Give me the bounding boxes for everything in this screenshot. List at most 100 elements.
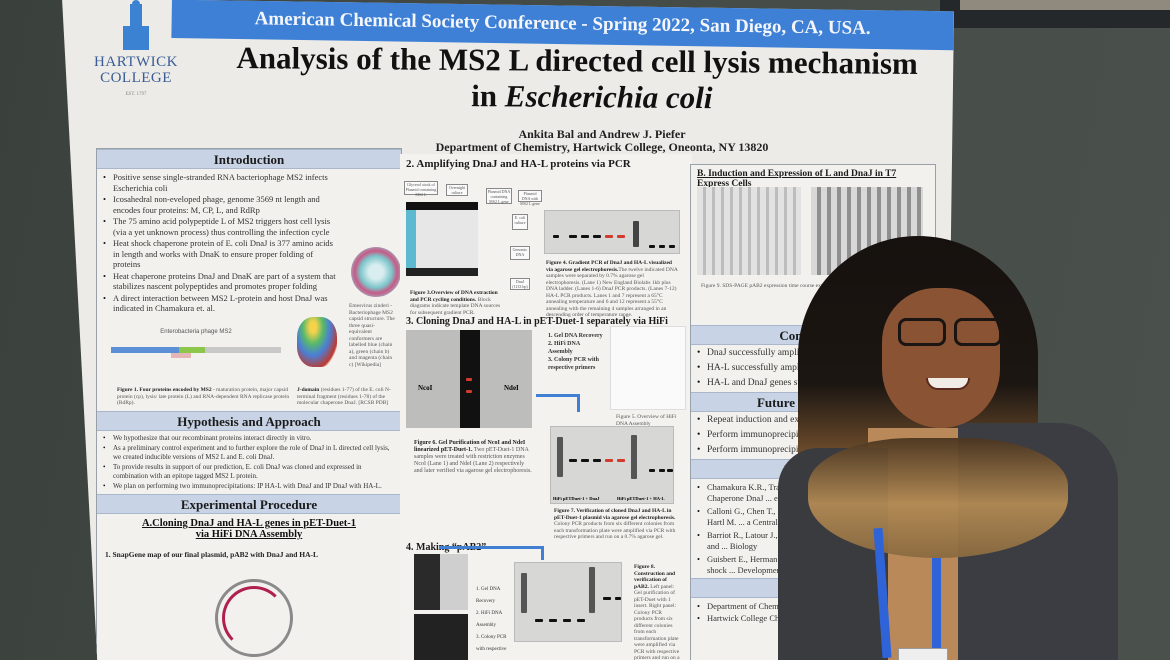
- flow-box: Glycerol stock of Plasmid containing MS2…: [404, 181, 438, 197]
- flow-box: DnaJ (1133 bp): [510, 278, 530, 290]
- author-affiliation: Department of Chemistry, Hartwick Colleg…: [435, 140, 769, 154]
- flow-box: Plasmid DNA with MS2 L gene: [518, 190, 542, 206]
- fig3-caption-text: Block diagrams indicate template DNA sou…: [410, 296, 501, 316]
- virus-capsid-image: [351, 247, 401, 297]
- hypothesis-list: We hypothesize that our recombinant prot…: [97, 431, 401, 494]
- procedure-subheading-a: A.Cloning DnaJ and HA-L genes in pET-Due…: [141, 518, 357, 540]
- column-left: Introduction Positive sense single-stran…: [96, 148, 402, 660]
- flow-arrow: [440, 546, 544, 560]
- genome-map: Enterobacteria phage MS2: [111, 329, 281, 358]
- segment-cp: [179, 347, 205, 353]
- fig9-caption: Figure 9. SDS-PAGE pAB2 expression time …: [701, 283, 842, 289]
- enzyme-ncoi: NcoI: [418, 384, 433, 392]
- fig8-right-gel: [514, 562, 622, 642]
- fig6-gel: NcoI NdeI: [406, 330, 532, 428]
- introduction-heading: Introduction: [97, 149, 401, 169]
- procedure-heading: Experimental Procedure: [97, 494, 401, 514]
- fig7-caption: Figure 7. Verification of cloned DnaJ an…: [548, 506, 688, 543]
- flow-box: Overnight culture: [446, 184, 468, 196]
- making-step: 3. Colony PCR with respective: [476, 635, 507, 652]
- fig8-left-gel-top-b: [440, 554, 468, 610]
- hypothesis-heading: Hypothesis and Approach: [97, 411, 401, 431]
- fig3-caption-bold: Figure 3.Overview of DNA extraction and …: [410, 290, 498, 303]
- thermocycler-screen: [406, 202, 478, 276]
- tower-icon: [123, 0, 149, 50]
- fig4-gel: [544, 210, 680, 254]
- cloning-heading: 3. Cloning DnaJ and HA-L in pET-Duet-1 s…: [406, 316, 668, 327]
- future-bullet: Repeat induction and expression study: [697, 415, 929, 426]
- fig8-caption: Figure 8. Construction and verification …: [628, 562, 686, 660]
- fig6-caption-text: Two pET-Duet-1 DNA samples were treated …: [414, 447, 532, 474]
- future-bullet: Perform immunoprecipitation with HA epit…: [697, 430, 929, 441]
- intro-bullet: Heat chaperone proteins DnaJ and DnaK ar…: [103, 271, 341, 292]
- hifi-step: 2. HiFi DNA Assembly: [548, 341, 580, 355]
- future-list: Repeat induction and expression study Pe…: [691, 412, 935, 459]
- intro-bullet: Heat shock chaperone protein of E. coli …: [103, 238, 341, 270]
- jdomain-caption-text: (residues 1-77) of the E. coli N-termina…: [297, 387, 391, 406]
- jdomain-caption: J-domain (residues 1-77) of the E. coli …: [291, 385, 399, 409]
- column-middle: 2. Amplifying DnaJ and HA-L proteins via…: [400, 154, 692, 660]
- jdomain-protein-image: [297, 317, 337, 367]
- ack-bullet: Hartwick College Chemistr...: [697, 613, 929, 624]
- fig1-caption-text: - maturation protein, major capsid prote…: [117, 387, 290, 406]
- hair-ends: [808, 438, 1068, 558]
- hifi-diagram: [610, 326, 686, 410]
- flow-box: Plasmid DNA containing MS2 L gene: [486, 188, 512, 204]
- making-steps: 1. Gel DNA Recovery 2. HiFi DNA Assembly…: [476, 584, 516, 656]
- hypothesis-section: Hypothesis and Approach We hypothesize t…: [97, 411, 401, 657]
- ceiling-strip: [960, 0, 1170, 10]
- making-step: 1. Gel DNA Recovery: [476, 587, 501, 604]
- logo-est: EST. 1797: [125, 92, 147, 97]
- logo-name-line2: COLLEGE: [100, 70, 172, 86]
- fig7-gel: HiFi pETDuet-1 + DnaJ HiFi pETDuet-1 + H…: [550, 426, 674, 504]
- authors-block: Ankita Bal and Andrew J. Piefer Departme…: [362, 128, 842, 154]
- segment-rdrp: [204, 347, 281, 353]
- genome-bar: [111, 347, 281, 353]
- enzyme-ndei: NdeI: [504, 384, 519, 392]
- intro-bullet: The 75 amino acid polypeptide L of MS2 t…: [103, 216, 341, 237]
- segment-lysis: [171, 353, 191, 358]
- college-logo: HARTWICK COLLEGE EST. 1797: [86, 0, 186, 97]
- fig5-caption: Figure 5. Overview of HiFi DNA Assembly: [616, 414, 677, 427]
- title-line1: Analysis of the MS2 L directed cell lysi…: [236, 40, 919, 81]
- fig4-caption: Figure 4. Gradient PCR of DnaJ and HA-L …: [540, 258, 684, 321]
- segment-maturation: [111, 347, 179, 353]
- hifi-step: 3. Colony PCR with respective primers: [548, 357, 600, 371]
- virus-caption: Emesvirus zinderi - Bacteriophage MS2 ca…: [349, 303, 395, 368]
- hypothesis-bullet: We hypothesize that our recombinant prot…: [103, 434, 395, 443]
- fig4-caption-text: The twelve indicated DNA samples were se…: [546, 266, 678, 319]
- procedure-step1: 1. SnapGene map of our final plasmid, pA…: [105, 550, 319, 559]
- fig7-caption-text: Colony PCR products from six different c…: [554, 521, 676, 540]
- fig8-caption-text: Left panel: Gel purification of pET-Duet…: [634, 583, 680, 660]
- lanyard-right: [932, 558, 941, 658]
- fig9-panel-a: [697, 187, 801, 275]
- fig7-label-hal: HiFi pETDuet-1 + HA-L: [617, 496, 665, 501]
- hifi-steps: 1. Gel DNA Recovery 2. HiFi DNA Assembly…: [548, 332, 604, 372]
- smile: [926, 378, 970, 390]
- fig1-caption: Figure 1. Four proteins encoded by MS2 -…: [111, 385, 296, 409]
- fig1-caption-bold: Figure 1. Four proteins encoded by MS2: [117, 387, 212, 393]
- fig7-label-dnaj: HiFi pETDuet-1 + DnaJ: [553, 496, 600, 501]
- introduction-list: Positive sense single-stranded RNA bacte…: [97, 169, 347, 317]
- glasses-icon: [898, 318, 1006, 348]
- author-names: Ankita Bal and Andrew J. Piefer: [518, 127, 686, 141]
- poster-title: Analysis of the MS2 L directed cell lysi…: [212, 40, 943, 118]
- fig7-caption-bold: Figure 7. Verification of cloned DnaJ an…: [554, 508, 676, 521]
- intro-bullet: Positive sense single-stranded RNA bacte…: [103, 172, 341, 193]
- flow-box: Genomic DNA: [510, 246, 530, 260]
- fig3-caption: Figure 3.Overview of DNA extraction and …: [404, 288, 512, 318]
- fig6-caption-bold: Figure 6. Gel Purification of NcoI and N…: [414, 440, 526, 453]
- intro-bullet: A direct interaction between MS2 L-prote…: [103, 293, 341, 314]
- title-prefix: in: [471, 78, 506, 114]
- hifi-step: 1. Gel DNA Recovery: [548, 333, 603, 339]
- jdomain-caption-bold: J-domain: [297, 387, 320, 393]
- logo-name-line1: HARTWICK: [94, 54, 178, 70]
- plasmid-map: [215, 579, 293, 657]
- hypothesis-bullet: We plan on performing two immunoprecipit…: [103, 482, 395, 491]
- name-badge: [898, 648, 948, 660]
- making-step: 2. HiFi DNA Assembly: [476, 611, 502, 628]
- fig8-caption-bold: Figure 8. Construction and verification …: [634, 564, 676, 590]
- pcr-heading: 2. Amplifying DnaJ and HA-L proteins via…: [406, 158, 631, 170]
- induction-heading: B. Induction and Expression of L and Dna…: [697, 169, 897, 189]
- fig6-caption: Figure 6. Gel Purification of NcoI and N…: [408, 438, 538, 477]
